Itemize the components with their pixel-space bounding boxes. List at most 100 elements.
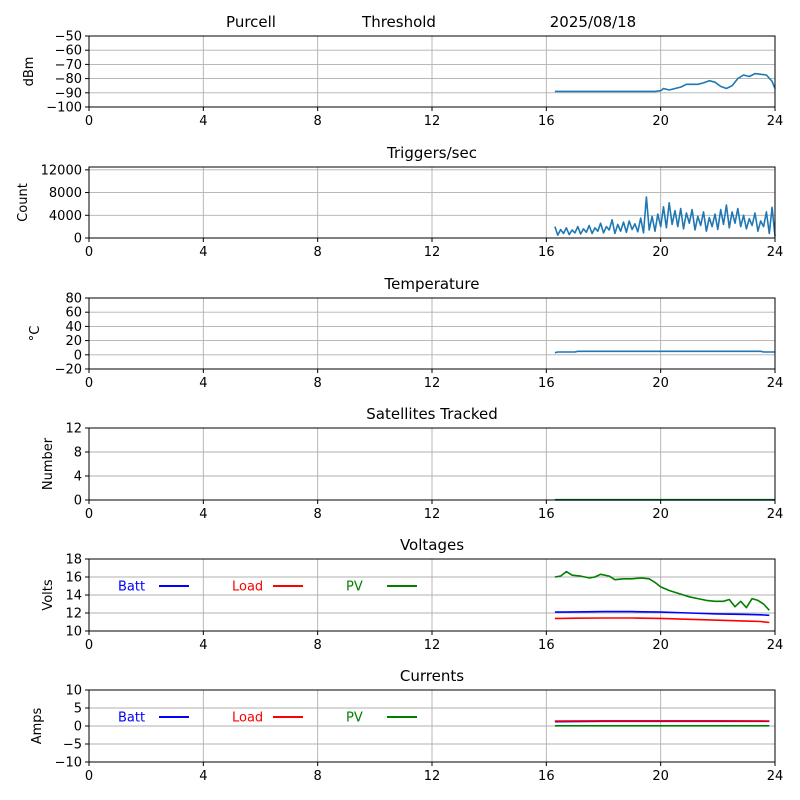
x-tick-label: 24 <box>767 245 784 260</box>
x-tick-label: 0 <box>85 507 93 522</box>
x-tick-label: 20 <box>652 507 669 522</box>
y-axis-label: Number <box>41 437 56 490</box>
series-line-load <box>554 617 770 624</box>
y-tick-label: −90 <box>55 86 82 101</box>
x-tick-label: 8 <box>314 769 322 784</box>
x-tick-label: 0 <box>85 769 93 784</box>
y-tick-label: 12 <box>65 422 82 437</box>
y-tick-label: −70 <box>55 58 82 73</box>
x-tick-label: 0 <box>85 638 93 653</box>
legend-label-batt: Batt <box>118 580 145 595</box>
x-tick-label: 8 <box>314 638 322 653</box>
y-axis-label: Amps <box>30 707 45 744</box>
legend-label-pv: PV <box>346 580 363 595</box>
x-tick-label: 4 <box>199 769 207 784</box>
x-tick-label: 24 <box>767 638 784 653</box>
x-tick-label: 8 <box>314 507 322 522</box>
x-tick-label: 16 <box>538 245 555 260</box>
x-tick-label: 20 <box>652 245 669 260</box>
y-tick-label: −50 <box>55 30 82 45</box>
y-tick-label: 10 <box>65 625 82 640</box>
panel-satellites: 0 4 8 12 16 20 24 0 4 8 12 Number Satellites Tracked <box>41 405 783 522</box>
y-axis-label: Volts <box>41 579 56 611</box>
x-tick-label: 4 <box>199 507 207 522</box>
y-tick-label: −80 <box>55 72 82 87</box>
x-tick-label: 20 <box>652 114 669 129</box>
series-line-batt <box>554 610 770 617</box>
y-tick-label: 0 <box>74 348 82 363</box>
x-tick-label: 8 <box>314 114 322 129</box>
x-tick-label: 8 <box>314 245 322 260</box>
y-tick-label: 12 <box>65 607 82 622</box>
legend-label-load: Load <box>232 711 263 726</box>
x-tick-label: 0 <box>85 245 93 260</box>
y-tick-label: 40 <box>65 320 82 335</box>
panel-currents: 0 4 8 12 16 20 24 −10 −5 0 5 10 Amps Currents Batt Load… <box>30 667 783 784</box>
panel-voltages: 0 4 8 12 16 20 24 10 12 14 16 18 Volts Voltages Batt Lo… <box>41 536 783 653</box>
x-tick-label: 4 <box>199 376 207 391</box>
x-tick-label: 24 <box>767 507 784 522</box>
y-tick-label: 0 <box>74 232 82 247</box>
x-tick-label: 12 <box>424 376 441 391</box>
y-tick-label: 12000 <box>41 163 82 178</box>
y-tick-label: 0 <box>74 720 82 735</box>
legend-label-load: Load <box>232 580 263 595</box>
panel-signal: 0 4 8 12 16 20 24 −100−90−80−70−60−50 dBm <box>22 30 783 130</box>
x-tick-label: 16 <box>538 376 555 391</box>
x-tick-label: 16 <box>538 769 555 784</box>
x-tick-label: 12 <box>424 769 441 784</box>
y-axis-label: dBm <box>22 57 37 87</box>
y-tick-label: −100 <box>46 101 82 116</box>
y-tick-label: 10 <box>65 684 82 699</box>
x-tick-label: 12 <box>424 245 441 260</box>
x-tick-label: 4 <box>199 245 207 260</box>
x-tick-label: 24 <box>767 769 784 784</box>
x-tick-label: 12 <box>424 114 441 129</box>
x-tick-label: 16 <box>538 638 555 653</box>
header-date: 2025/08/18 <box>550 13 636 31</box>
y-tick-label: −60 <box>55 44 82 59</box>
panel-triggers: 0 4 8 12 16 20 24 0 4000 8000 12000 Count Triggers/s… <box>16 144 783 260</box>
y-tick-label: 18 <box>65 553 82 568</box>
x-tick-label: 16 <box>538 114 555 129</box>
x-tick-label: 20 <box>652 376 669 391</box>
y-tick-label: 20 <box>65 334 82 349</box>
panel-title: Temperature <box>383 275 479 293</box>
legend-label-batt: Batt <box>118 711 145 726</box>
y-axis-label: °C <box>28 326 43 342</box>
y-tick-label: −5 <box>63 738 82 753</box>
x-tick-label: 24 <box>767 376 784 391</box>
x-tick-label: 0 <box>85 114 93 129</box>
y-axis-label: Count <box>16 183 31 222</box>
y-tick-label: 5 <box>74 702 82 717</box>
panel-title: Triggers/sec <box>386 144 477 162</box>
x-tick-label: 12 <box>424 638 441 653</box>
series-line-temperature-0 <box>554 350 775 354</box>
header-mode: Threshold <box>361 13 436 31</box>
x-tick-label: 8 <box>314 376 322 391</box>
x-tick-label: 12 <box>424 507 441 522</box>
y-tick-label: 80 <box>65 292 82 307</box>
x-tick-label: 4 <box>199 638 207 653</box>
y-tick-label: 0 <box>74 494 82 509</box>
x-tick-label: 20 <box>652 769 669 784</box>
y-tick-label: 16 <box>65 571 82 586</box>
x-tick-label: 4 <box>199 114 207 129</box>
y-tick-label: 14 <box>65 589 82 604</box>
y-tick-label: 4 <box>74 470 82 485</box>
y-tick-label: 8000 <box>49 186 82 201</box>
y-tick-label: 60 <box>65 306 82 321</box>
y-tick-label: 8 <box>74 446 82 461</box>
header-station: Purcell <box>226 13 276 31</box>
panel-title: Currents <box>400 667 464 685</box>
series-line-pv <box>554 570 770 611</box>
series-line-signal-0 <box>554 72 776 93</box>
x-tick-label: 20 <box>652 638 669 653</box>
y-tick-label: 4000 <box>49 209 82 224</box>
legend-label-pv: PV <box>346 711 363 726</box>
panel-title: Voltages <box>400 536 464 554</box>
